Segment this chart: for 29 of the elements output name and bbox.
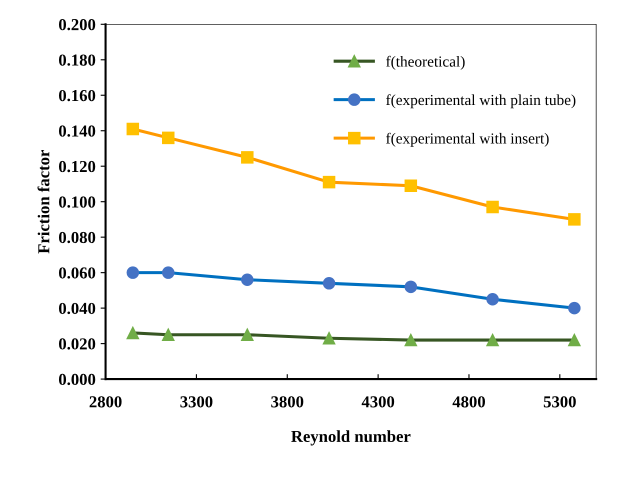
y-tick-label: 0.040 bbox=[58, 302, 96, 314]
y-tick-label: 0.140 bbox=[58, 125, 96, 137]
x-tick-label: 5300 bbox=[544, 396, 576, 408]
y-tick-label: 0.020 bbox=[58, 338, 96, 350]
y-tick-label: 0.200 bbox=[58, 19, 96, 30]
y-tick-label: 0.180 bbox=[58, 54, 96, 66]
y-axis-title: Friction factor bbox=[38, 150, 50, 254]
point bbox=[162, 132, 175, 144]
point bbox=[404, 179, 418, 192]
x-axis-title: Reynold number bbox=[291, 430, 410, 446]
legend-label: f(experimental with plain tube) bbox=[386, 94, 576, 108]
y-tick-label: 0.120 bbox=[58, 160, 96, 172]
y-tick-label: 0.080 bbox=[58, 232, 96, 244]
point bbox=[486, 200, 499, 214]
y-tick-label: 0.060 bbox=[58, 267, 96, 279]
legend-label: f(theoretical) bbox=[386, 56, 465, 70]
point bbox=[322, 176, 336, 188]
legend-label: f(experimental with insert) bbox=[386, 132, 549, 147]
point bbox=[568, 213, 581, 226]
point bbox=[126, 122, 140, 136]
x-tick-label: 3300 bbox=[180, 396, 212, 408]
y-tick-label: 0.000 bbox=[58, 374, 96, 386]
y-tick-label: 0.100 bbox=[58, 196, 96, 208]
x-tick-label: 3800 bbox=[271, 396, 304, 408]
x-tick-label: 2800 bbox=[90, 396, 122, 408]
point bbox=[241, 151, 254, 164]
y-tick-label: 0.160 bbox=[58, 90, 96, 102]
x-tick-label: 4800 bbox=[452, 396, 485, 408]
x-tick-label: 4300 bbox=[362, 396, 394, 408]
